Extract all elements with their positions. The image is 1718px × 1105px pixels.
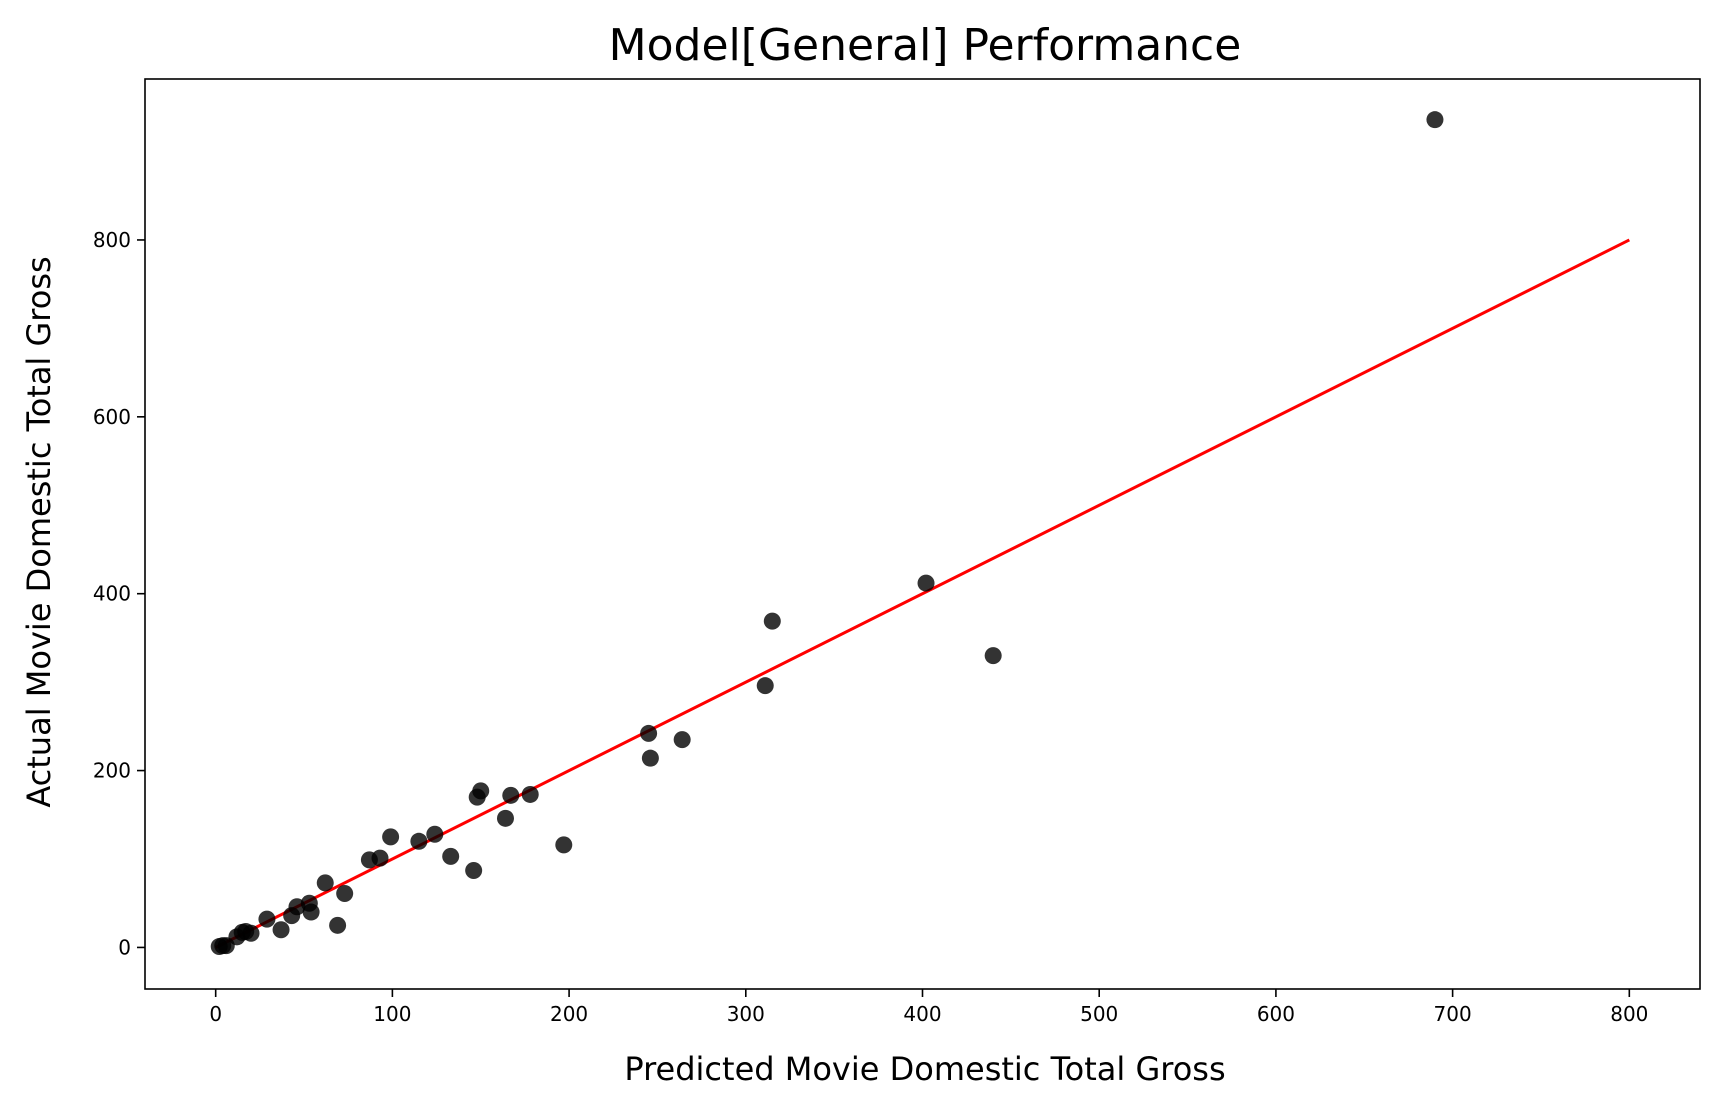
data-point xyxy=(410,832,428,850)
data-point xyxy=(316,874,334,892)
data-point xyxy=(640,724,658,742)
data-point xyxy=(442,847,460,865)
data-point xyxy=(555,836,573,854)
data-point xyxy=(465,862,483,879)
data-point xyxy=(763,612,781,630)
data-point xyxy=(336,884,354,902)
y-axis: 0 200 400 600 800 xyxy=(93,228,145,959)
x-tick-label: 300 xyxy=(727,1002,765,1026)
data-point xyxy=(302,903,320,921)
y-tick-label: 0 xyxy=(118,935,131,959)
data-point xyxy=(756,677,774,695)
y-tick-label: 200 xyxy=(93,759,131,783)
x-tick-label: 600 xyxy=(1257,1002,1295,1026)
y-tick-label: 600 xyxy=(93,405,131,429)
x-tick-label: 200 xyxy=(550,1002,588,1026)
x-axis: 0 100 200 300 400 500 600 700 800 xyxy=(209,989,1648,1026)
data-point xyxy=(673,731,691,749)
fit-line xyxy=(215,238,1630,949)
data-point xyxy=(272,921,290,939)
x-tick-label: 700 xyxy=(1434,1002,1472,1026)
y-tick-label: 800 xyxy=(93,228,131,252)
data-point xyxy=(1426,111,1444,129)
data-point xyxy=(258,910,276,928)
data-point xyxy=(984,647,1002,665)
data-point xyxy=(502,786,520,804)
data-point xyxy=(472,782,490,800)
data-point xyxy=(641,749,659,767)
plot-area xyxy=(210,111,1630,956)
data-point xyxy=(496,809,514,827)
data-point xyxy=(917,574,935,592)
data-point xyxy=(371,849,389,867)
x-tick-label: 800 xyxy=(1610,1002,1648,1026)
y-axis-label: Actual Movie Domestic Total Gross xyxy=(20,256,58,807)
x-tick-label: 400 xyxy=(903,1002,941,1026)
y-tick-label: 400 xyxy=(93,582,131,606)
data-point xyxy=(242,924,260,942)
x-tick-label: 100 xyxy=(373,1002,411,1026)
data-point xyxy=(521,785,539,803)
x-axis-label: Predicted Movie Domestic Total Gross xyxy=(624,1050,1225,1088)
data-point xyxy=(426,825,444,843)
chart-title: Model[General] Performance xyxy=(609,20,1242,71)
data-point xyxy=(382,828,400,846)
x-tick-label: 0 xyxy=(209,1002,222,1026)
data-point xyxy=(329,916,347,934)
x-tick-label: 500 xyxy=(1080,1002,1118,1026)
